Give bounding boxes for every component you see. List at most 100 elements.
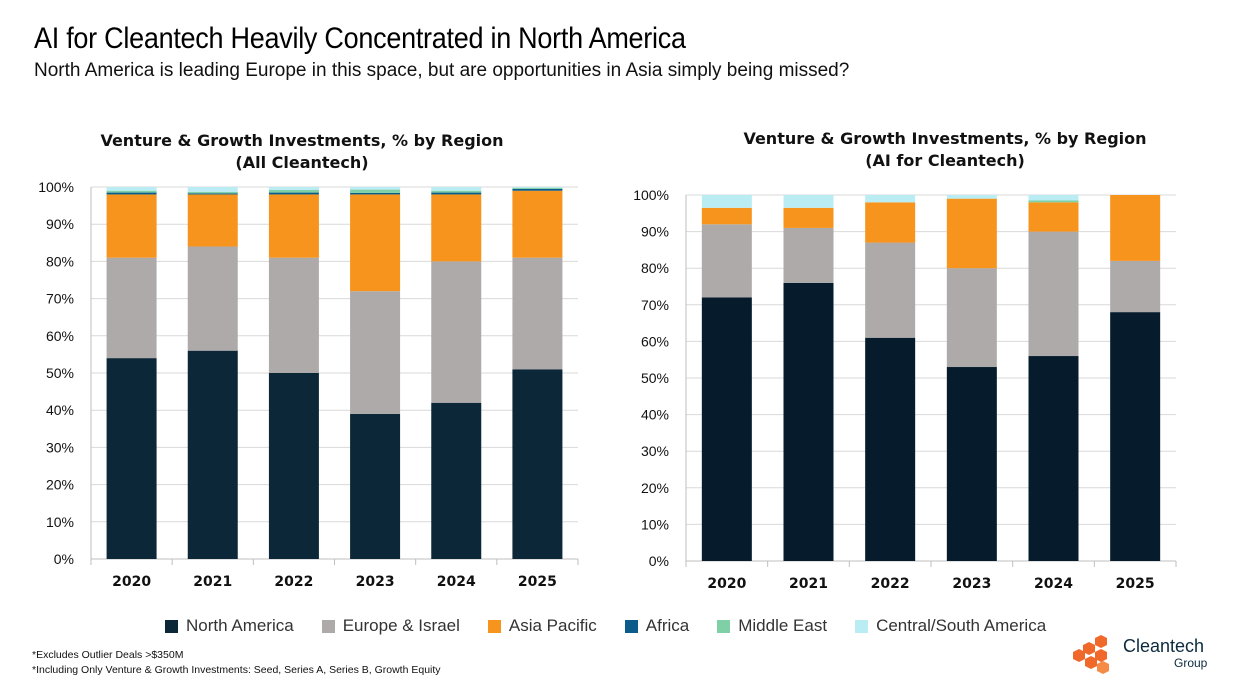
legend-swatch bbox=[165, 619, 178, 633]
bar-segment bbox=[512, 369, 563, 559]
bar-segment bbox=[1110, 195, 1161, 261]
page-subtitle: North America is leading Europe in this … bbox=[34, 60, 850, 81]
bar-segment bbox=[512, 257, 563, 370]
bar-segment bbox=[1028, 200, 1079, 203]
x-tick-label: 2022 bbox=[274, 574, 313, 590]
chart-ai-for-cleantech: Venture & Growth Investments, % by Regio… bbox=[633, 129, 1177, 592]
legend-item: North America bbox=[165, 616, 294, 636]
x-tick-label: 2020 bbox=[707, 576, 746, 592]
y-tick-label: 70% bbox=[46, 291, 74, 307]
bar-segment bbox=[1110, 312, 1161, 561]
hexagon-cluster-icon bbox=[1073, 635, 1109, 674]
legend-label: North America bbox=[186, 616, 294, 635]
legend-label: Central/South America bbox=[876, 616, 1047, 635]
x-tick-label: 2020 bbox=[112, 574, 151, 590]
bar-segment bbox=[783, 227, 834, 283]
bar-segment bbox=[1028, 202, 1079, 232]
legend-label: Middle East bbox=[738, 616, 828, 635]
legend-item: Asia Pacific bbox=[487, 616, 597, 636]
bar-segment bbox=[106, 358, 157, 559]
x-tick-label: 2021 bbox=[193, 574, 232, 590]
y-tick-label: 60% bbox=[46, 328, 74, 344]
bar-segment bbox=[268, 187, 319, 190]
bar-segment bbox=[701, 224, 752, 298]
footnote-stages: *Including Only Venture & Growth Investm… bbox=[32, 664, 441, 676]
chart-title: (AI for Cleantech) bbox=[865, 151, 1025, 170]
bar-segment bbox=[783, 282, 834, 561]
legend-label: Africa bbox=[645, 616, 690, 635]
bar-segment bbox=[1110, 260, 1161, 313]
y-tick-label: 50% bbox=[641, 370, 669, 386]
y-tick-label: 80% bbox=[641, 260, 669, 276]
bar-segment bbox=[431, 402, 482, 559]
bar-segment bbox=[431, 187, 482, 191]
legend-item: Middle East bbox=[717, 616, 827, 636]
y-tick-label: 90% bbox=[46, 216, 74, 232]
bar-segment bbox=[350, 192, 401, 195]
bar-segment bbox=[268, 192, 319, 195]
bar-segment bbox=[783, 207, 834, 228]
bar-segment bbox=[783, 195, 834, 208]
legend-item: Africa bbox=[624, 616, 690, 636]
chart-svg: Venture & Growth Investments, % by Regio… bbox=[38, 131, 579, 590]
bar-segment bbox=[512, 187, 563, 188]
bar-segment bbox=[350, 189, 401, 193]
y-tick-label: 10% bbox=[46, 514, 74, 530]
legend-item: Europe & Israel bbox=[321, 616, 460, 636]
chart-title: Venture & Growth Investments, % by Regio… bbox=[100, 131, 503, 150]
x-tick-label: 2022 bbox=[871, 576, 910, 592]
x-tick-label: 2023 bbox=[952, 576, 991, 592]
chart-all-cleantech: Venture & Growth Investments, % by Regio… bbox=[0, 0, 620, 610]
bar-segment bbox=[187, 194, 238, 247]
bar-segment bbox=[865, 242, 916, 338]
bar-segment bbox=[865, 337, 916, 561]
bar-segment bbox=[946, 198, 997, 269]
bar-segment bbox=[701, 297, 752, 561]
x-tick-label: 2025 bbox=[1116, 576, 1155, 592]
bar-segment bbox=[268, 194, 319, 258]
bar-segment bbox=[1028, 356, 1079, 561]
bar-segment bbox=[350, 187, 401, 190]
y-tick-label: 90% bbox=[641, 224, 669, 240]
x-tick-label: 2023 bbox=[356, 574, 395, 590]
bar-segment bbox=[350, 291, 401, 414]
bar-segment bbox=[946, 195, 997, 199]
bar-segment bbox=[512, 188, 563, 191]
y-tick-label: 70% bbox=[641, 297, 669, 313]
bar-segment bbox=[187, 191, 238, 194]
y-tick-label: 0% bbox=[649, 553, 669, 569]
bar-segment bbox=[268, 257, 319, 373]
y-tick-label: 20% bbox=[641, 480, 669, 496]
legend-swatch bbox=[855, 619, 869, 633]
chart-legend: North America Europe & Israel Asia Pacific… bbox=[165, 616, 1074, 636]
bar-segment bbox=[512, 187, 563, 189]
bar-segment bbox=[1028, 231, 1079, 357]
y-tick-label: 60% bbox=[641, 333, 669, 349]
y-tick-label: 50% bbox=[46, 365, 74, 381]
footnotes: *Excludes Outlier Deals >$350M *Includin… bbox=[32, 648, 441, 678]
bar-segment bbox=[865, 195, 916, 203]
x-tick-label: 2021 bbox=[789, 576, 828, 592]
bar-segment bbox=[431, 190, 482, 193]
bar-segment bbox=[187, 350, 238, 559]
y-tick-label: 40% bbox=[46, 402, 74, 418]
legend-label: Europe & Israel bbox=[342, 616, 460, 635]
bar-segment bbox=[946, 268, 997, 368]
legend-swatch bbox=[717, 619, 731, 633]
chart-title: Venture & Growth Investments, % by Regio… bbox=[743, 129, 1146, 148]
bar-segment bbox=[431, 194, 482, 262]
logo-name: Cleantech bbox=[1123, 636, 1205, 656]
bar-segment bbox=[106, 187, 157, 191]
bar-segment bbox=[701, 195, 752, 208]
bar-segment bbox=[865, 202, 916, 243]
y-tick-label: 100% bbox=[633, 187, 669, 203]
y-tick-label: 30% bbox=[641, 443, 669, 459]
y-tick-label: 30% bbox=[46, 439, 74, 455]
x-tick-label: 2025 bbox=[518, 574, 557, 590]
legend-swatch bbox=[624, 619, 638, 633]
bar-segment bbox=[268, 189, 319, 193]
legend-swatch bbox=[487, 619, 501, 633]
bar-segment bbox=[106, 192, 157, 195]
y-tick-label: 100% bbox=[38, 179, 74, 195]
y-tick-label: 80% bbox=[46, 253, 74, 269]
